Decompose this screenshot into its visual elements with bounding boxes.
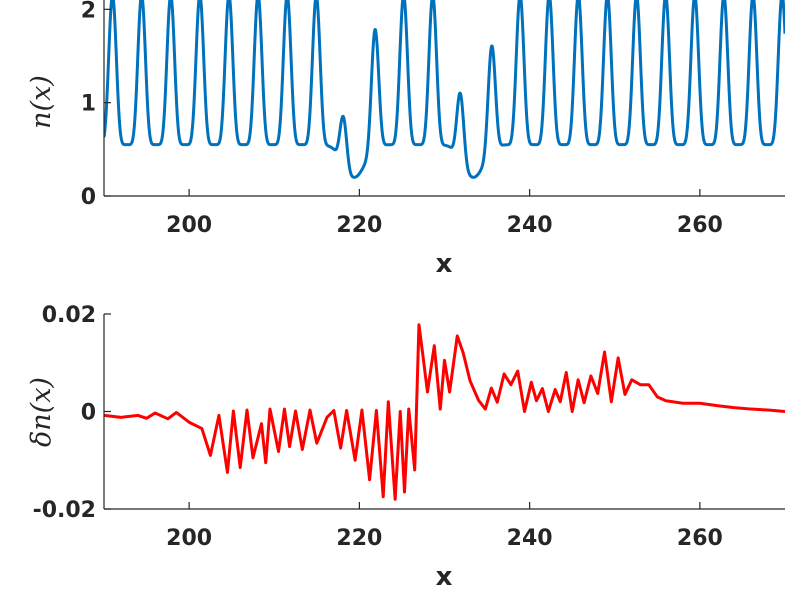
fluctuation-x-tick-label: 200 [166, 526, 212, 551]
fluctuation-x-tick-label: 220 [336, 526, 382, 551]
density-y-axis-label: n(x) [26, 75, 57, 129]
density-x-tick-label: 200 [166, 213, 212, 238]
density-y-tick-label: 0 [81, 185, 96, 210]
fluctuation-y-axis-label: δn(x) [26, 377, 57, 447]
density-x-tick-label: 220 [336, 213, 382, 238]
fluctuation-series-line [104, 323, 785, 501]
fluctuation-x-tick-label: 260 [677, 526, 723, 551]
fluctuation-y-tick-label: 0.02 [42, 303, 96, 328]
fluctuation-x-tick-label: 240 [507, 526, 553, 551]
density-plot-area [104, 0, 785, 179]
fluctuation-x-axis-label: x [436, 562, 453, 592]
density-y-tick-label: 2 [81, 0, 96, 23]
density-ticks: 200 220 240 260 0 1 2 [81, 0, 723, 238]
fluctuation-plot-area [104, 323, 785, 501]
fluctuation-y-tick-label: 0 [81, 401, 96, 426]
fluctuation-y-tick-label: -0.02 [33, 498, 96, 523]
density-x-tick-label: 260 [677, 213, 723, 238]
density-fluctuation-panel: 200 220 240 260 -0.02 0 0.02 x δn(x) [26, 303, 785, 592]
density-x-axis-label: x [436, 249, 453, 279]
fluctuation-ticks: 200 220 240 260 -0.02 0 0.02 [33, 303, 723, 551]
density-series-line [104, 0, 785, 179]
density-panel: 200 220 240 260 0 1 2 x n(x) [26, 0, 785, 279]
density-y-tick-label: 1 [81, 92, 96, 117]
density-x-tick-label: 240 [507, 213, 553, 238]
